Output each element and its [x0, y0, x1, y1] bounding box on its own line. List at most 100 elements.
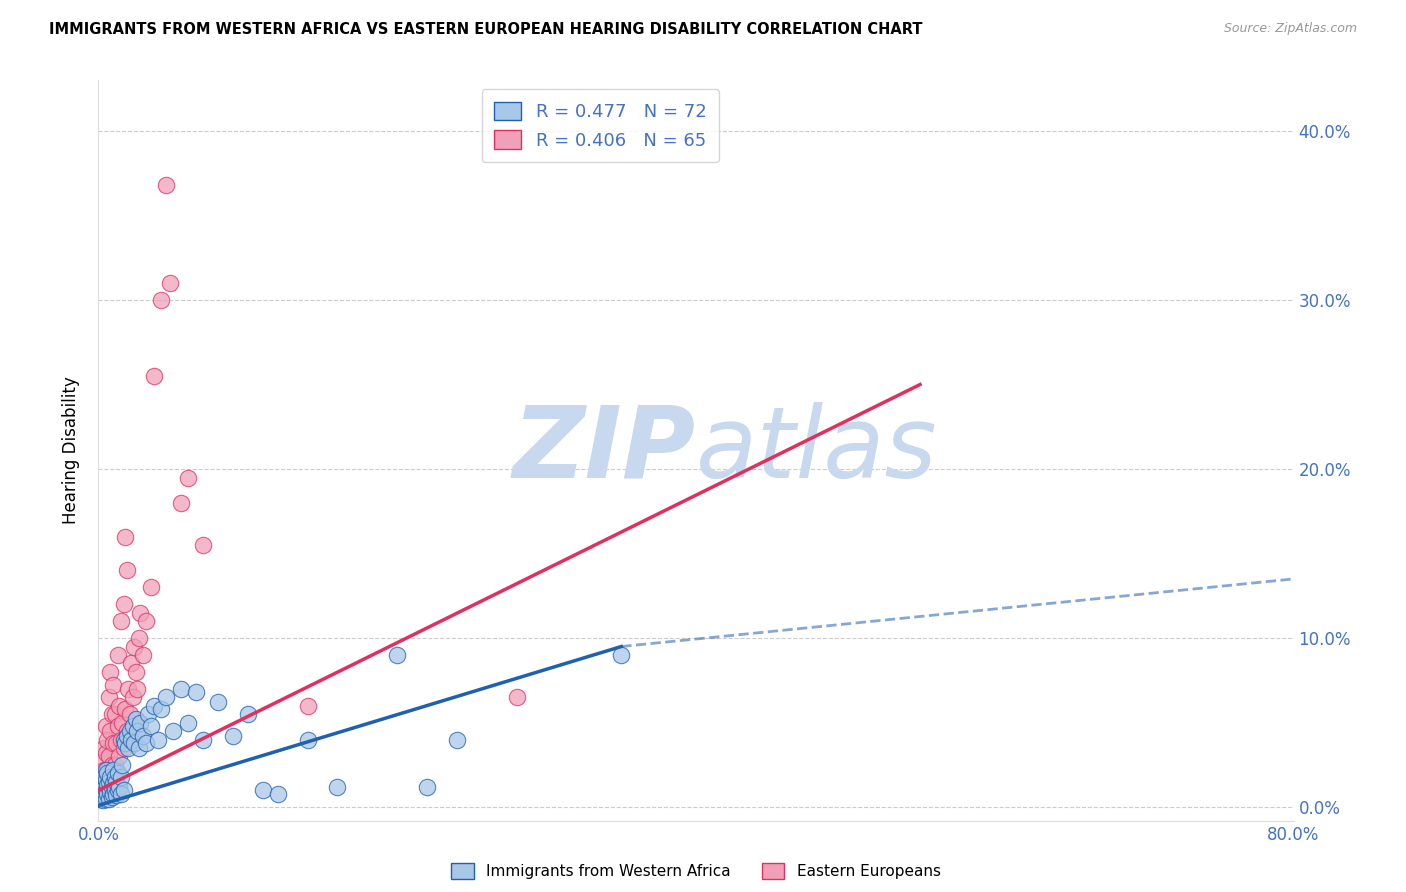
- Point: [91, 753, 114, 767]
- Point: [101, 780, 124, 794]
- Point: [98, 770, 122, 784]
- Point: [94, 770, 117, 784]
- Point: [125, 665, 148, 679]
- Point: [107, 719, 129, 733]
- Point: [110, 787, 132, 801]
- Text: IMMIGRANTS FROM WESTERN AFRICA VS EASTERN EUROPEAN HEARING DISABILITY CORRELATIO: IMMIGRANTS FROM WESTERN AFRICA VS EASTER…: [49, 22, 922, 37]
- Point: [115, 729, 138, 743]
- Point: [177, 715, 200, 730]
- Point: [222, 729, 245, 743]
- Point: [93, 763, 115, 777]
- Point: [101, 757, 124, 772]
- Point: [148, 732, 170, 747]
- Point: [94, 791, 117, 805]
- Point: [91, 783, 114, 797]
- Point: [169, 681, 191, 696]
- Point: [98, 724, 122, 739]
- Point: [177, 470, 200, 484]
- Point: [90, 780, 112, 794]
- Point: [105, 789, 128, 803]
- Point: [111, 715, 134, 730]
- Point: [94, 719, 117, 733]
- Point: [117, 741, 139, 756]
- Point: [97, 690, 120, 705]
- Point: [125, 712, 148, 726]
- Point: [207, 695, 229, 709]
- Point: [103, 776, 125, 790]
- Point: [103, 763, 125, 777]
- Point: [103, 678, 125, 692]
- Point: [107, 766, 129, 780]
- Point: [96, 766, 118, 780]
- Point: [112, 783, 135, 797]
- Point: [93, 780, 115, 794]
- Point: [97, 774, 120, 789]
- Point: [114, 702, 136, 716]
- Point: [124, 640, 146, 654]
- Point: [105, 774, 128, 789]
- Point: [97, 749, 120, 764]
- Point: [96, 763, 118, 777]
- Point: [297, 698, 319, 713]
- Point: [103, 736, 125, 750]
- Point: [155, 690, 177, 705]
- Point: [110, 732, 132, 747]
- Legend: Immigrants from Western Africa, Eastern Europeans: Immigrants from Western Africa, Eastern …: [444, 855, 948, 887]
- Point: [117, 681, 139, 696]
- Point: [91, 793, 114, 807]
- Point: [127, 681, 149, 696]
- Point: [118, 707, 141, 722]
- Point: [120, 732, 142, 747]
- Point: [124, 736, 146, 750]
- Point: [506, 690, 529, 705]
- Point: [108, 698, 131, 713]
- Point: [94, 773, 117, 788]
- Point: [104, 770, 127, 784]
- Point: [191, 732, 214, 747]
- Point: [105, 736, 128, 750]
- Point: [101, 789, 124, 804]
- Text: atlas: atlas: [696, 402, 938, 499]
- Point: [94, 783, 117, 797]
- Point: [297, 732, 319, 747]
- Point: [90, 770, 112, 784]
- Point: [98, 665, 122, 679]
- Point: [142, 698, 165, 713]
- Point: [155, 178, 177, 192]
- Point: [112, 732, 135, 747]
- Point: [91, 783, 114, 797]
- Point: [132, 729, 155, 743]
- Point: [96, 787, 118, 801]
- Point: [114, 736, 136, 750]
- Point: [135, 614, 157, 628]
- Point: [90, 787, 112, 801]
- Point: [94, 763, 117, 777]
- Point: [118, 724, 141, 739]
- Point: [91, 774, 114, 789]
- Point: [162, 724, 184, 739]
- Text: Source: ZipAtlas.com: Source: ZipAtlas.com: [1223, 22, 1357, 36]
- Point: [90, 787, 112, 801]
- Point: [96, 732, 118, 747]
- Point: [184, 685, 207, 699]
- Point: [610, 648, 633, 662]
- Point: [236, 707, 259, 722]
- Point: [129, 606, 152, 620]
- Point: [111, 757, 134, 772]
- Point: [98, 766, 122, 780]
- Point: [103, 770, 125, 784]
- Point: [97, 774, 120, 789]
- Y-axis label: Hearing Disability: Hearing Disability: [62, 376, 80, 524]
- Point: [142, 369, 165, 384]
- Point: [103, 787, 125, 801]
- Point: [104, 707, 127, 722]
- Point: [104, 783, 127, 797]
- Point: [132, 648, 155, 662]
- Point: [105, 774, 128, 789]
- Point: [97, 791, 120, 805]
- Point: [159, 276, 181, 290]
- Point: [385, 648, 409, 662]
- Point: [136, 707, 159, 722]
- Point: [326, 780, 349, 794]
- Point: [252, 783, 274, 797]
